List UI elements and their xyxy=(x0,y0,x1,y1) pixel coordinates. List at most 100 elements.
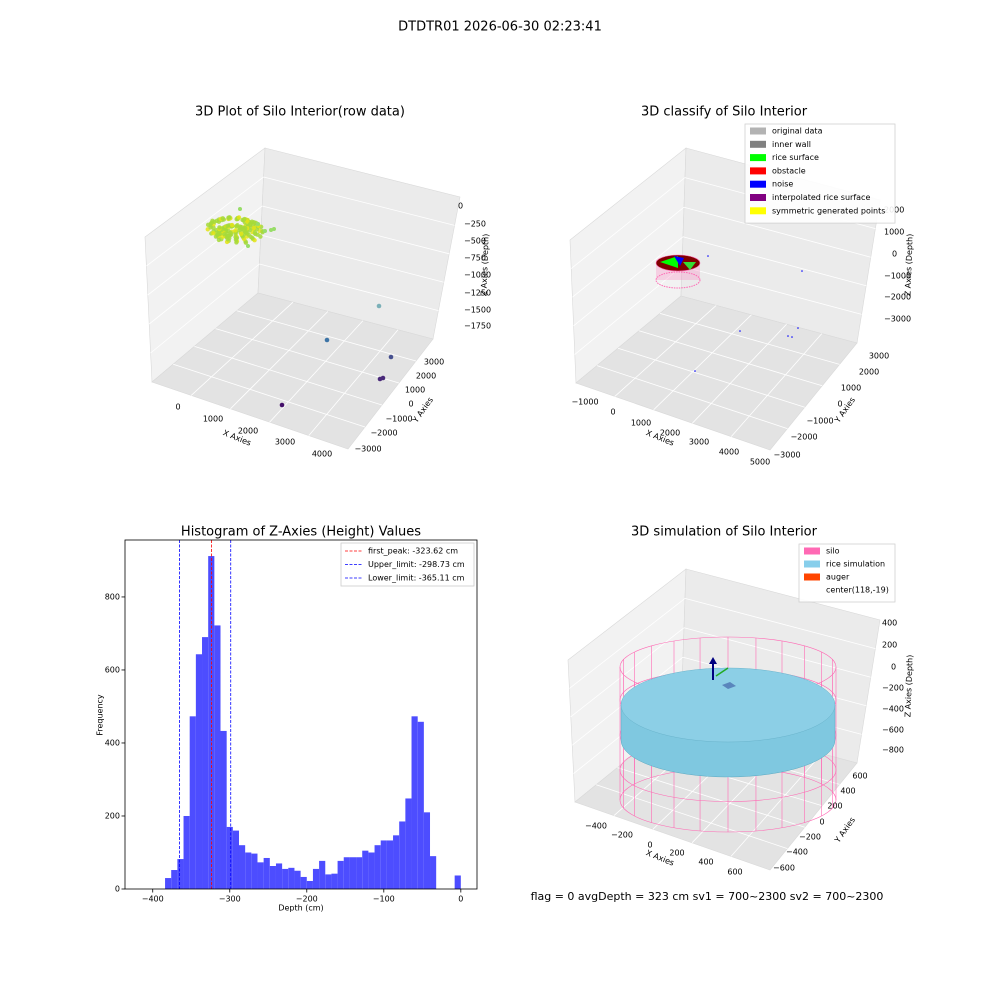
x-tick-label: 600 xyxy=(727,868,742,877)
y-tick-label: −600 xyxy=(773,864,795,873)
cloud-point xyxy=(249,219,255,224)
pane-grid xyxy=(692,323,787,424)
noise-point xyxy=(801,270,803,272)
x-tick-label: −400 xyxy=(585,822,607,831)
outlier-point xyxy=(388,354,394,360)
legend-label: noise xyxy=(772,180,793,189)
pane-grid xyxy=(236,310,417,362)
hist-bar xyxy=(226,826,233,889)
outlier-point xyxy=(376,303,382,309)
cloud-point xyxy=(238,207,242,211)
hist-bar xyxy=(411,716,418,889)
pane-grid xyxy=(653,314,752,411)
auger-marker xyxy=(722,682,736,689)
hist-bar xyxy=(269,866,276,889)
y-tick-label: 800 xyxy=(105,592,120,601)
pane-grid xyxy=(215,328,400,384)
x-tick-label: 5000 xyxy=(750,458,770,467)
pane-grid xyxy=(617,347,805,408)
status-footer: flag = 0 avgDepth = 323 cm sv1 = 700~230… xyxy=(531,890,884,903)
x-tick-label: 3000 xyxy=(689,438,709,447)
legend-label: symmetric generated points xyxy=(772,206,885,215)
z-tick-label: −750 xyxy=(464,254,486,263)
x-tick-label: 4000 xyxy=(312,450,332,459)
hist-bar xyxy=(275,863,283,889)
y-tick-label: 200 xyxy=(105,811,120,820)
green-area xyxy=(683,262,696,270)
x-tick-label: 4000 xyxy=(719,448,739,457)
x-tick-label: 0 xyxy=(175,403,180,412)
pane-grid xyxy=(190,301,294,396)
outlier-point xyxy=(380,375,386,381)
pane-grid xyxy=(173,363,366,428)
hist-bar xyxy=(312,868,320,889)
hist-bar xyxy=(282,868,289,889)
x-tick-label: −1000 xyxy=(571,398,598,407)
z-tick-label: 0 xyxy=(892,250,897,259)
pane-grid xyxy=(259,263,439,311)
pane-grid xyxy=(659,313,840,365)
cloud-point xyxy=(223,227,229,232)
y-tick-label: −2000 xyxy=(370,429,397,438)
y-tick-label: 400 xyxy=(840,787,855,796)
legend-swatch xyxy=(804,573,820,581)
hist-bar xyxy=(220,730,227,889)
x-tick-label: 0 xyxy=(458,895,463,904)
point-cloud xyxy=(205,207,394,408)
pane-grid xyxy=(684,598,876,649)
x-tick-label: 200 xyxy=(669,849,684,858)
legend-swatch xyxy=(750,127,766,135)
x-tick-label: 2000 xyxy=(238,427,258,436)
rice-surface xyxy=(620,667,836,743)
pane-grid xyxy=(596,784,788,849)
cloud-point xyxy=(210,218,215,223)
legend-swatch xyxy=(804,560,820,568)
cloud-point xyxy=(222,231,227,237)
x-tick-label: −400 xyxy=(142,895,164,904)
hist-bar xyxy=(288,867,295,889)
x-tick-label: −200 xyxy=(611,831,633,840)
pane-grid xyxy=(269,320,364,423)
pane-grid xyxy=(614,305,717,397)
outlier-point xyxy=(324,337,330,343)
hist-bar xyxy=(386,840,394,889)
hist-bar xyxy=(349,857,357,889)
cloud-point xyxy=(228,230,233,236)
plot-frame xyxy=(124,539,478,890)
x-tick-label: 0 xyxy=(610,408,615,417)
hist-bar xyxy=(202,637,209,889)
y-tick-label: −200 xyxy=(799,833,821,842)
y-tick-label: 200 xyxy=(827,802,842,811)
hist-bar xyxy=(362,850,369,889)
cloud-point xyxy=(211,230,216,236)
center-arrow-head xyxy=(709,657,717,664)
legend-swatch xyxy=(750,194,766,201)
hist-bar xyxy=(331,873,338,889)
x-tick-label: 400 xyxy=(698,858,713,867)
x-tick-label: 0 xyxy=(647,841,652,850)
z-tick-label: −3000 xyxy=(884,315,911,324)
z-tick-label: −1750 xyxy=(464,322,491,331)
hist-bar xyxy=(423,812,431,889)
hist-bar xyxy=(245,852,252,889)
legend-label: Lower_limit: -365.11 cm xyxy=(368,574,465,583)
cloud-point xyxy=(246,244,250,248)
legend-swatch xyxy=(750,154,766,162)
cloud-point xyxy=(216,237,222,243)
noise-point xyxy=(791,336,793,338)
cloud-point xyxy=(216,232,221,237)
y-tick-label: −3000 xyxy=(773,451,800,460)
hist-bar xyxy=(189,716,196,889)
pane-grid xyxy=(263,176,455,226)
cloud-point xyxy=(233,228,238,233)
legend-swatch xyxy=(750,180,766,188)
y-tick-label: −2000 xyxy=(790,433,817,442)
x-axis-label: Depth (cm) xyxy=(278,904,323,913)
z-tick-label: 0 xyxy=(891,663,896,672)
z-tick-label: 400 xyxy=(882,619,897,628)
cloud-point xyxy=(243,240,249,245)
hist-bar xyxy=(214,625,221,889)
pane-grid xyxy=(150,263,260,354)
z-tick-label: −200 xyxy=(882,684,904,693)
